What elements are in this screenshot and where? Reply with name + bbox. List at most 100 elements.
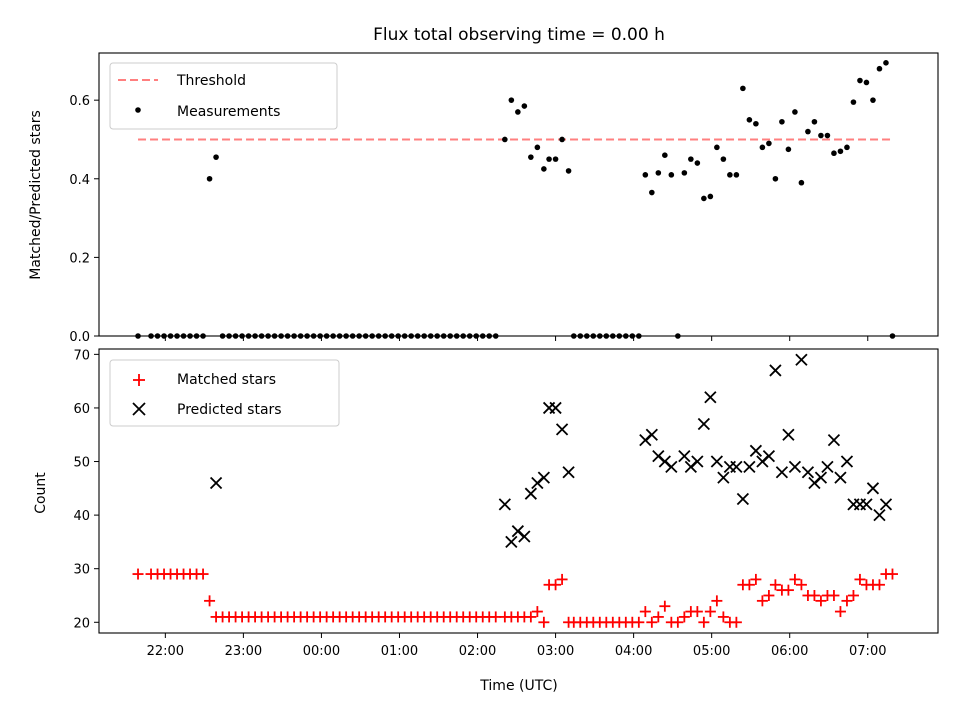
bottom-legend: Matched stars Predicted stars (109, 359, 340, 427)
measurement-point (733, 172, 740, 178)
predicted-star-point (769, 364, 782, 377)
measurements-legend-marker (135, 107, 141, 113)
measurement-point (792, 109, 798, 115)
measurement-point (714, 144, 720, 151)
x-axis-label: Time (UTC) (479, 678, 557, 694)
measurement-point (746, 117, 753, 123)
predicted-star-point (873, 508, 886, 522)
ratio-panel: 0.0 0.2 0.4 0.6 Matched/Predicted stars Thr… (28, 52, 939, 345)
bottom-ytick-label: 40 (73, 509, 90, 524)
predicted-star-point (860, 498, 873, 511)
predicted-star-point (717, 471, 730, 484)
measurement-point (883, 60, 889, 66)
matched-star-point (672, 616, 684, 628)
predicted-star-point (665, 460, 678, 474)
matched-star-point (873, 579, 885, 591)
predicted-star-point (795, 353, 808, 366)
matched-star-point (538, 616, 550, 628)
predicted-star-point (209, 476, 223, 490)
measurement-point (546, 156, 552, 162)
predicted-star-point (827, 433, 841, 447)
predicted-star-point (697, 417, 710, 431)
predicted-star-point (555, 423, 569, 436)
x-tick-label: 03:00 (537, 644, 574, 659)
matched-star-point (711, 595, 723, 607)
x-tick-label: 01:00 (381, 644, 418, 659)
measurement-point (655, 170, 662, 176)
predicted-star-point (879, 498, 893, 511)
matched-star-point (828, 589, 840, 601)
x-tick-label: 07:00 (849, 644, 886, 659)
x-tick-label: 22:00 (147, 644, 184, 659)
matched-star-point (639, 606, 651, 618)
predicted-star-point (498, 498, 511, 511)
matched-star-point (756, 595, 768, 607)
matched-star-point (834, 606, 846, 618)
predicted-star-point (782, 428, 795, 441)
matched-star-point (815, 595, 827, 607)
matched-star-point (847, 589, 859, 601)
measurement-point (779, 118, 785, 125)
matched-star-point (730, 616, 742, 628)
predicted-star-point (762, 450, 776, 463)
measurement-point (681, 170, 688, 176)
matched-star-point (550, 579, 562, 591)
predicted-star-point (704, 391, 717, 404)
predicted-star-point (743, 460, 756, 474)
predicted-star-point (505, 535, 518, 549)
matched-star-point (854, 573, 866, 585)
top-legend: Threshold Measurements (109, 62, 338, 130)
measurement-point (870, 97, 876, 103)
measurement-point (753, 120, 759, 127)
predicted-star-point (537, 471, 551, 484)
predicted-star-point (549, 401, 562, 415)
predicted-star-point (678, 450, 691, 463)
predicted-star-point (736, 492, 750, 506)
matched-legend-marker (133, 374, 145, 386)
threshold-legend-label: Threshold (176, 73, 246, 89)
matched-star-point (678, 611, 690, 623)
matched-star-point (691, 606, 703, 618)
x-tick-label: 00:00 (303, 644, 340, 659)
measurement-point (688, 156, 694, 162)
matched-star-point (197, 568, 209, 580)
x-tick-label: 04:00 (615, 644, 652, 659)
measurement-point (811, 118, 818, 125)
matched-star-point (769, 579, 781, 591)
measurement-point (668, 172, 675, 178)
x-tick-label: 06:00 (771, 644, 808, 659)
bottom-ytick-label: 70 (73, 348, 90, 363)
predicted-star-point (524, 487, 537, 500)
matched-star-point (717, 611, 729, 623)
predicted-star-point (821, 460, 834, 474)
measurement-point (552, 156, 559, 162)
measurement-point (694, 160, 701, 166)
matched-star-point (841, 595, 853, 607)
measurement-point (707, 193, 714, 200)
top-ytick-label: 0.0 (69, 330, 90, 345)
x-tick-label: 23:00 (225, 644, 262, 659)
predicted-star-point (562, 466, 575, 479)
predicted-star-point (834, 471, 847, 484)
measurement-point (857, 77, 863, 84)
measurement-point (528, 154, 534, 160)
measurement-point (508, 97, 515, 103)
predicted-star-point (801, 466, 815, 479)
predicted-star-point (691, 455, 704, 468)
measurement-point (824, 132, 831, 139)
matched-star-point (132, 568, 144, 580)
measurement-point (559, 136, 565, 143)
measurement-point (565, 168, 572, 174)
matched-star-point (204, 595, 216, 607)
top-y-axis-label: Matched/Predicted stars (28, 110, 44, 280)
matched-star-point (704, 606, 716, 618)
measurement-point (740, 85, 746, 92)
predicted-star-point (730, 460, 743, 474)
top-ytick-label: 0.4 (69, 173, 90, 188)
measurements-legend-label: Measurements (177, 104, 280, 120)
matched-star-point (698, 616, 710, 628)
matched-star-point (743, 579, 755, 591)
matched-star-point (789, 573, 801, 585)
predicted-star-point (866, 482, 880, 495)
